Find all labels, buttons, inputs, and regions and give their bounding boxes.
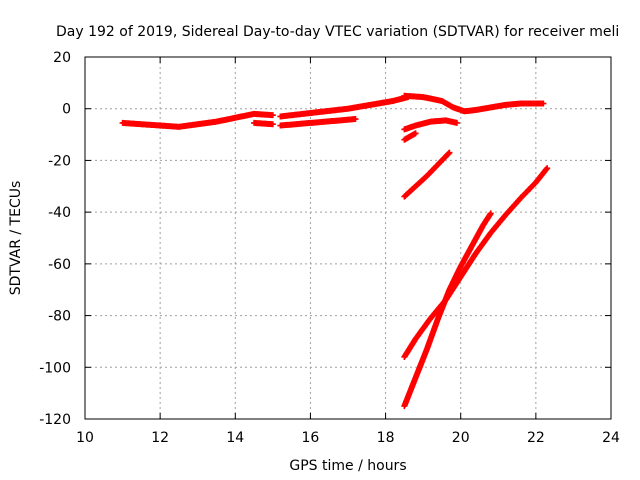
data-point — [269, 112, 276, 119]
y-tick-label: -80 — [48, 309, 71, 325]
data-series — [401, 210, 494, 410]
y-tick-label: -120 — [39, 412, 71, 428]
data-series — [401, 165, 551, 360]
y-tick-label: -20 — [48, 153, 71, 169]
data-point — [446, 149, 453, 156]
y-tick-label: -100 — [39, 360, 71, 376]
data-point — [453, 119, 460, 126]
data-marks — [119, 92, 551, 410]
x-tick-label: 16 — [302, 430, 320, 446]
x-tick-label: 20 — [452, 430, 470, 446]
x-axis-label: GPS time / hours — [289, 458, 406, 474]
data-point — [352, 116, 359, 123]
y-tick-label: -60 — [48, 257, 71, 273]
data-series — [401, 92, 547, 115]
data-series — [401, 130, 419, 143]
chart-title: Day 192 of 2019, Sidereal Day-to-day VTE… — [56, 24, 619, 40]
data-series — [401, 149, 453, 200]
data-point — [544, 165, 551, 172]
y-tick-label: -40 — [48, 205, 71, 221]
y-tick-label: 0 — [62, 102, 71, 118]
y-axis-label: SDTVAR / TECUs — [8, 181, 24, 296]
data-point — [269, 121, 276, 128]
x-tick-label: 22 — [527, 430, 545, 446]
data-series — [119, 110, 276, 130]
data-series — [277, 116, 359, 129]
x-tick-label: 10 — [76, 430, 94, 446]
data-series — [277, 94, 412, 120]
data-series — [401, 117, 460, 133]
x-tick-label: 12 — [151, 430, 169, 446]
data-point — [412, 130, 419, 137]
data-point — [540, 100, 547, 107]
x-tick-label: 24 — [602, 430, 620, 446]
x-tick-label: 18 — [377, 430, 395, 446]
data-point — [487, 210, 494, 217]
data-series — [251, 119, 276, 128]
plot-frame — [84, 56, 612, 420]
y-tick-label: 20 — [53, 50, 71, 66]
ticks: 10 12 14 16 18 20 22 24 20 0 -20 -40 -60 -80 -100 -120 — [39, 50, 620, 446]
x-tick-label: 14 — [226, 430, 244, 446]
